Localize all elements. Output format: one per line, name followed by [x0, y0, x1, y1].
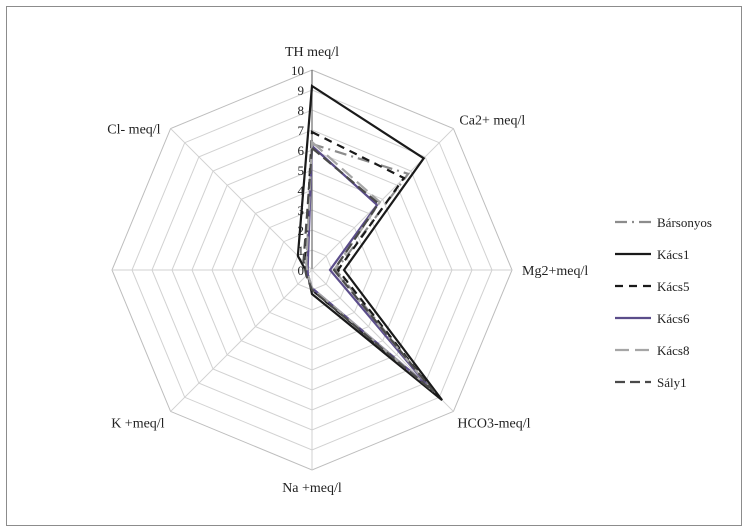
tick-label: 4: [298, 183, 305, 198]
axis-label: Mg2+meq/l: [522, 264, 588, 279]
tick-label: 8: [298, 103, 305, 118]
tick-label: 10: [291, 63, 304, 78]
axis-label: Ca2+ meq/l: [459, 114, 525, 129]
radar-axis-labels: TH meq/l Ca2+ meq/l Mg2+meq/l HCO3-meq/l Na …: [107, 45, 588, 496]
radar-chart: 0 1 2 3 4 5 6 7 8 9 10 TH meq/l Ca2+ meq/l Mg2+meq/l…: [107, 45, 712, 496]
grid-spoke-1: [311, 128, 454, 271]
series-line: [302, 145, 435, 393]
grid-spoke-7: [170, 128, 313, 271]
tick-label: 3: [298, 203, 305, 218]
tick-label: 6: [298, 143, 305, 158]
axis-label: HCO3-meq/l: [457, 416, 530, 431]
chart-frame: 0 1 2 3 4 5 6 7 8 9 10 TH meq/l Ca2+ meq/l Mg2+meq/l…: [6, 6, 742, 526]
radar-series: [296, 84, 443, 401]
grid-spoke-5: [170, 269, 313, 412]
axis-label: Cl- meq/l: [107, 123, 160, 138]
axis-label: TH meq/l: [285, 45, 339, 60]
radar-tick-labels: 0 1 2 3 4 5 6 7 8 9 10: [291, 63, 305, 278]
radar-grid: [111, 69, 513, 471]
legend: Bársonyos Kács1 Kács5 Kács6 Kács8 Sály1: [615, 215, 712, 390]
legend-label: Bársonyos: [657, 215, 712, 230]
legend-label: Kács6: [657, 311, 690, 326]
tick-label: 9: [298, 83, 305, 98]
legend-label: Kács5: [657, 279, 690, 294]
series-line: [305, 139, 432, 390]
series-line: [305, 142, 434, 392]
tick-label: 2: [298, 223, 305, 238]
axis-label: K +meq/l: [111, 416, 164, 431]
legend-label: Kács1: [657, 247, 690, 262]
legend-label: Sály1: [657, 375, 687, 390]
tick-label: 5: [298, 163, 305, 178]
series-line: [296, 84, 443, 401]
tick-label: 1: [298, 243, 305, 258]
tick-label: 0: [298, 263, 305, 278]
axis-label: Na +meq/l: [282, 481, 342, 496]
tick-label: 7: [298, 123, 305, 138]
legend-label: Kács8: [657, 343, 690, 358]
